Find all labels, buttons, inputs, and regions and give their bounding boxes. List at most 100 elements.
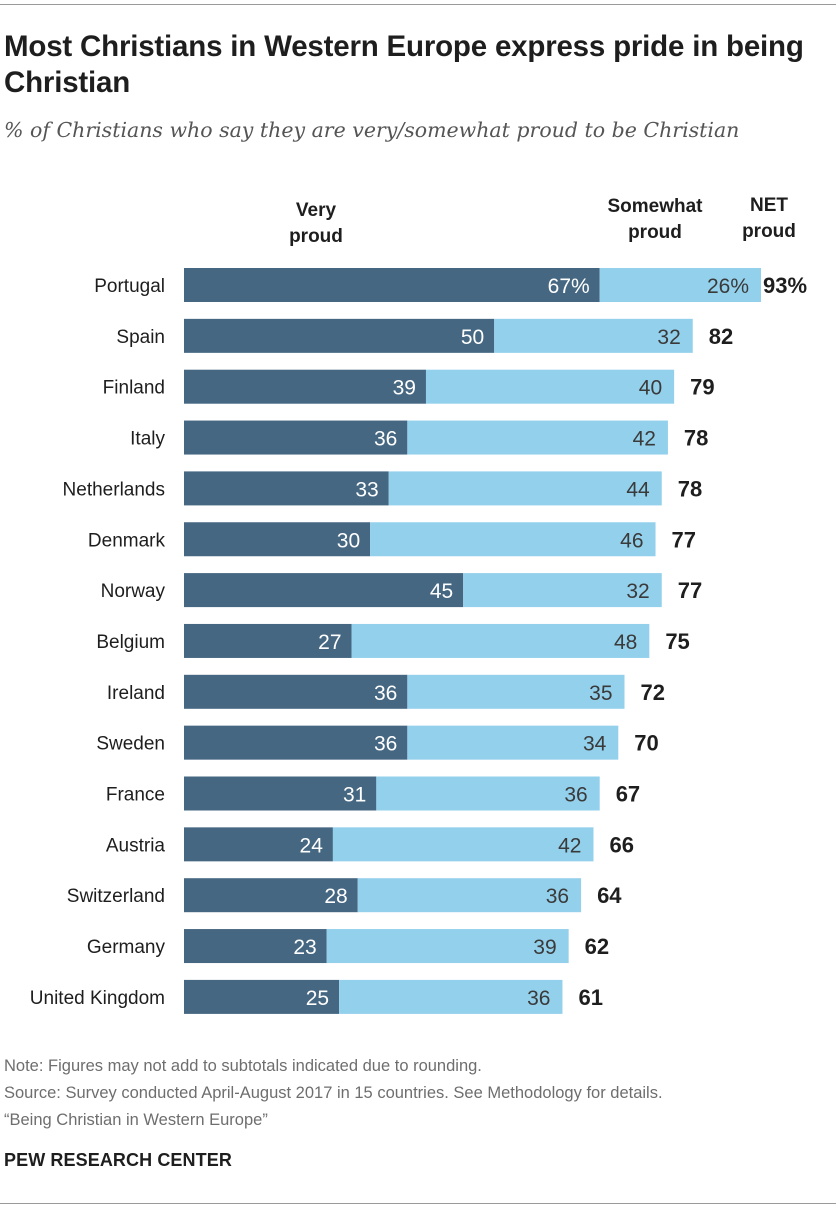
top-rule [0,4,836,5]
data-label-net-proud: 72 [641,680,665,705]
bar-somewhat-proud [463,573,662,608]
legend-net-proud-line1: NET [750,195,788,216]
data-label-somewhat-proud: 26% [707,275,749,298]
legend-somewhat-proud-line1: Somewhat [607,196,703,217]
data-label-net-proud: 79 [690,375,714,400]
data-label-net-proud: 62 [585,934,609,959]
legend-very-proud: Very proud [256,198,376,250]
data-label-net-proud: 78 [678,476,702,501]
data-label-very-proud: 28 [324,885,347,908]
data-label-very-proud: 23 [293,936,316,959]
bar-somewhat-proud [326,929,569,964]
data-label-net-proud: 77 [678,578,702,603]
bar-very-proud [184,522,371,557]
data-label-somewhat-proud: 42 [558,834,581,857]
bar-somewhat-proud [407,420,668,455]
legend-somewhat-proud-line2: proud [628,222,682,243]
legend-somewhat-proud: Somewhat proud [590,194,720,246]
report-title: “Being Christian in Western Europe” [4,1111,268,1129]
data-label-net-proud: 78 [684,426,708,451]
bar-somewhat-proud [599,268,761,302]
data-label-very-proud: 25 [306,987,329,1010]
data-label-very-proud: 67% [548,275,590,298]
bar-very-proud [184,674,408,709]
legend-very-proud-line1: Very [295,200,337,221]
bar-very-proud [184,878,358,913]
data-label-very-proud: 24 [300,834,324,857]
data-label-very-proud: 36 [374,733,397,756]
bar-somewhat-proud [339,979,563,1014]
data-label-very-proud: 27 [318,631,341,654]
bar-very-proud [184,827,333,862]
data-label-net-proud: 61 [578,985,602,1010]
category-label: Belgium [96,632,165,653]
data-label-somewhat-proud: 39 [533,936,556,959]
bar-very-proud [184,268,600,302]
org-logo-text: PEW RESEARCH CENTER [4,1150,232,1170]
data-label-very-proud: 36 [374,428,397,451]
bar-somewhat-proud [388,471,662,506]
stacked-bar-chart: Portugal 67% 26% 93% Spain 50 32 82 Finland 39 40 7… [30,268,807,1014]
bar-somewhat-proud [332,827,594,862]
data-label-net-proud: 70 [634,731,658,756]
category-label: Norway [101,581,166,602]
bar-very-proud [184,776,377,811]
chart-title: Most Christians in Western Europe expres… [4,30,804,99]
bar-somewhat-proud [351,623,650,658]
chart-subtitle: % of Christians who say they are very/so… [4,118,740,142]
category-label: Finland [103,378,165,399]
category-label: Denmark [88,530,166,551]
data-label-very-proud: 39 [393,377,416,400]
data-label-somewhat-proud: 48 [614,631,637,654]
bar-very-proud [184,369,426,404]
data-label-net-proud: 93% [763,273,807,298]
category-label: Germany [87,937,166,958]
category-label: Italy [130,429,165,450]
data-label-somewhat-proud: 32 [626,580,649,603]
data-label-very-proud: 36 [374,682,397,705]
legend-net-proud-line2: proud [742,221,796,242]
bar-very-proud [184,623,352,658]
bar-very-proud [184,573,464,608]
note-text: Note: Figures may not add to subtotals i… [4,1057,482,1075]
data-label-somewhat-proud: 46 [620,529,643,552]
bottom-rule [0,1203,836,1204]
source-text: Source: Survey conducted April-August 20… [4,1084,663,1102]
bar-very-proud [184,725,408,760]
bar-somewhat-proud [407,674,625,709]
data-label-net-proud: 82 [709,324,733,349]
bar-somewhat-proud [357,878,582,913]
bar-very-proud [184,929,327,964]
category-label: Sweden [96,734,165,755]
data-label-very-proud: 33 [355,478,378,501]
category-label: United Kingdom [30,988,165,1009]
category-label: Switzerland [67,886,165,907]
category-label: Austria [106,835,166,856]
category-label: Spain [116,327,165,348]
data-label-very-proud: 31 [343,784,366,807]
bar-somewhat-proud [494,318,693,353]
data-label-somewhat-proud: 34 [583,733,607,756]
data-label-net-proud: 66 [609,832,633,857]
data-label-very-proud: 45 [430,580,453,603]
data-label-somewhat-proud: 32 [657,326,680,349]
data-label-net-proud: 77 [672,527,696,552]
bar-very-proud [184,420,408,455]
category-label: Ireland [107,683,165,704]
category-label: Netherlands [63,479,165,500]
legend-very-proud-line2: proud [289,226,343,247]
data-label-somewhat-proud: 36 [564,784,587,807]
bar-somewhat-proud [407,725,619,760]
data-label-somewhat-proud: 36 [546,885,569,908]
data-label-net-proud: 67 [616,782,640,807]
bar-very-proud [184,979,340,1014]
bar-somewhat-proud [370,522,656,557]
bar-very-proud [184,318,495,353]
legend-net-proud: NET proud [729,193,809,245]
category-label: Portugal [94,276,165,297]
bar-somewhat-proud [376,776,600,811]
data-label-somewhat-proud: 35 [589,682,612,705]
data-label-somewhat-proud: 42 [633,428,656,451]
data-label-net-proud: 75 [665,629,689,654]
data-label-somewhat-proud: 44 [626,478,650,501]
